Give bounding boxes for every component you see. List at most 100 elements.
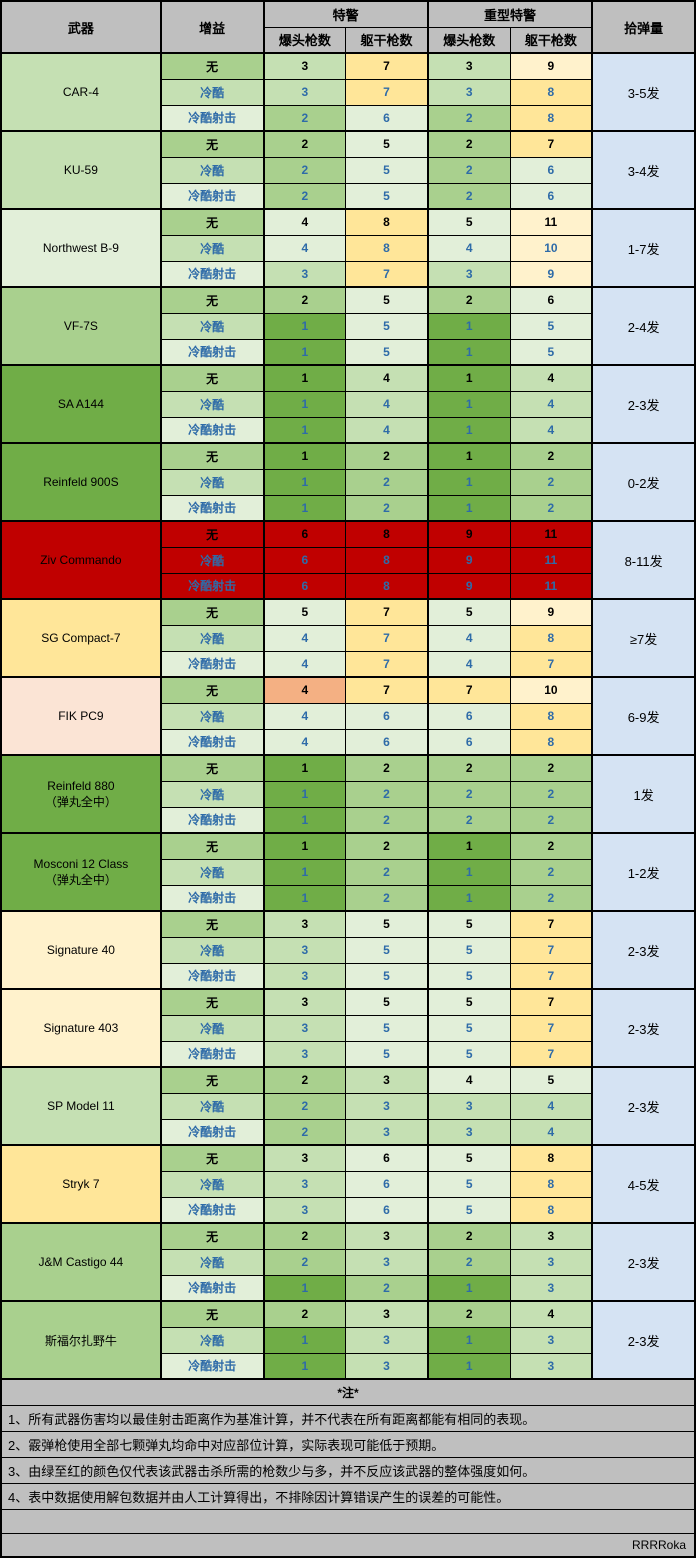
swat-headshot: 1 [264,469,346,495]
swat-bodyshot: 6 [346,1171,428,1197]
heavy-headshot: 5 [428,1197,510,1223]
heavy-bodyshot: 3 [510,1327,592,1353]
heavy-headshot: 5 [428,911,510,937]
swat-headshot: 1 [264,859,346,885]
heavy-headshot: 5 [428,963,510,989]
swat-bodyshot: 4 [346,365,428,391]
swat-headshot: 4 [264,235,346,261]
header-swat-headshot: 爆头枪数 [264,27,346,53]
swat-headshot: 4 [264,729,346,755]
weapon-name: Northwest B-9 [1,209,161,287]
swat-headshot: 3 [264,989,346,1015]
buff-label: 冷酷射击 [161,1197,264,1223]
buff-label: 冷酷 [161,937,264,963]
swat-bodyshot: 2 [346,885,428,911]
swat-headshot: 3 [264,1015,346,1041]
header-heavy-headshot: 爆头枪数 [428,27,510,53]
heavy-bodyshot: 8 [510,729,592,755]
swat-headshot: 1 [264,755,346,781]
heavy-headshot: 5 [428,1015,510,1041]
ammo-pickup: 8-11发 [592,521,695,599]
ammo-pickup: 6-9发 [592,677,695,755]
swat-bodyshot: 3 [346,1353,428,1379]
swat-bodyshot: 7 [346,261,428,287]
buff-label: 无 [161,911,264,937]
buff-label: 无 [161,1223,264,1249]
swat-bodyshot: 2 [346,495,428,521]
weapon-name: 斯福尔扎野牛 [1,1301,161,1379]
heavy-bodyshot: 10 [510,235,592,261]
swat-bodyshot: 2 [346,833,428,859]
swat-bodyshot: 4 [346,391,428,417]
heavy-headshot: 5 [428,1145,510,1171]
heavy-bodyshot: 2 [510,443,592,469]
swat-bodyshot: 5 [346,183,428,209]
heavy-headshot: 4 [428,651,510,677]
notes-title: *注* [1,1379,695,1405]
buff-label: 冷酷 [161,79,264,105]
weapon-name: Reinfeld 900S [1,443,161,521]
footer-credit: RRRRoka [1,1533,695,1557]
heavy-headshot: 5 [428,989,510,1015]
heavy-bodyshot: 4 [510,1119,592,1145]
swat-bodyshot: 5 [346,313,428,339]
ammo-pickup: 0-2发 [592,443,695,521]
heavy-headshot: 1 [428,1353,510,1379]
buff-label: 冷酷 [161,1015,264,1041]
weapon-damage-table: 武器 增益 特警 重型特警 拾弹量 爆头枪数 躯干枪数 爆头枪数 躯干枪数 CA… [0,0,696,1558]
swat-headshot: 5 [264,599,346,625]
swat-headshot: 3 [264,1171,346,1197]
weapon-name: VF-7S [1,287,161,365]
notes-line: 2、霰弹枪使用全部七颗弹丸均命中对应部位计算，实际表现可能低于预期。 [1,1431,695,1457]
swat-bodyshot: 5 [346,1041,428,1067]
buff-label: 无 [161,599,264,625]
swat-bodyshot: 5 [346,131,428,157]
weapon-name: Reinfeld 880 （弹丸全中） [1,755,161,833]
swat-headshot: 2 [264,105,346,131]
swat-headshot: 1 [264,1327,346,1353]
heavy-headshot: 9 [428,573,510,599]
heavy-headshot: 7 [428,677,510,703]
heavy-bodyshot: 2 [510,859,592,885]
heavy-headshot: 6 [428,703,510,729]
header-heavy-swat: 重型特警 [428,1,592,27]
heavy-bodyshot: 8 [510,703,592,729]
swat-headshot: 1 [264,313,346,339]
swat-bodyshot: 8 [346,547,428,573]
swat-bodyshot: 4 [346,417,428,443]
buff-label: 冷酷 [161,703,264,729]
swat-bodyshot: 6 [346,1145,428,1171]
swat-bodyshot: 2 [346,807,428,833]
heavy-headshot: 5 [428,599,510,625]
heavy-bodyshot: 9 [510,53,592,79]
swat-bodyshot: 5 [346,1015,428,1041]
heavy-headshot: 5 [428,1041,510,1067]
swat-bodyshot: 8 [346,235,428,261]
swat-headshot: 2 [264,1249,346,1275]
buff-label: 冷酷射击 [161,963,264,989]
swat-headshot: 3 [264,53,346,79]
swat-bodyshot: 7 [346,625,428,651]
swat-bodyshot: 2 [346,1275,428,1301]
swat-bodyshot: 6 [346,703,428,729]
swat-bodyshot: 2 [346,859,428,885]
swat-headshot: 3 [264,261,346,287]
buff-label: 冷酷射击 [161,183,264,209]
heavy-headshot: 6 [428,729,510,755]
heavy-headshot: 3 [428,53,510,79]
weapon-name: SP Model 11 [1,1067,161,1145]
heavy-bodyshot: 8 [510,1171,592,1197]
heavy-bodyshot: 6 [510,183,592,209]
swat-bodyshot: 3 [346,1301,428,1327]
heavy-headshot: 4 [428,1067,510,1093]
swat-headshot: 6 [264,573,346,599]
ammo-pickup: 1发 [592,755,695,833]
swat-headshot: 2 [264,287,346,313]
swat-bodyshot: 8 [346,521,428,547]
swat-bodyshot: 2 [346,443,428,469]
buff-label: 冷酷射击 [161,807,264,833]
heavy-bodyshot: 7 [510,911,592,937]
heavy-headshot: 3 [428,1093,510,1119]
swat-bodyshot: 3 [346,1067,428,1093]
heavy-headshot: 2 [428,131,510,157]
